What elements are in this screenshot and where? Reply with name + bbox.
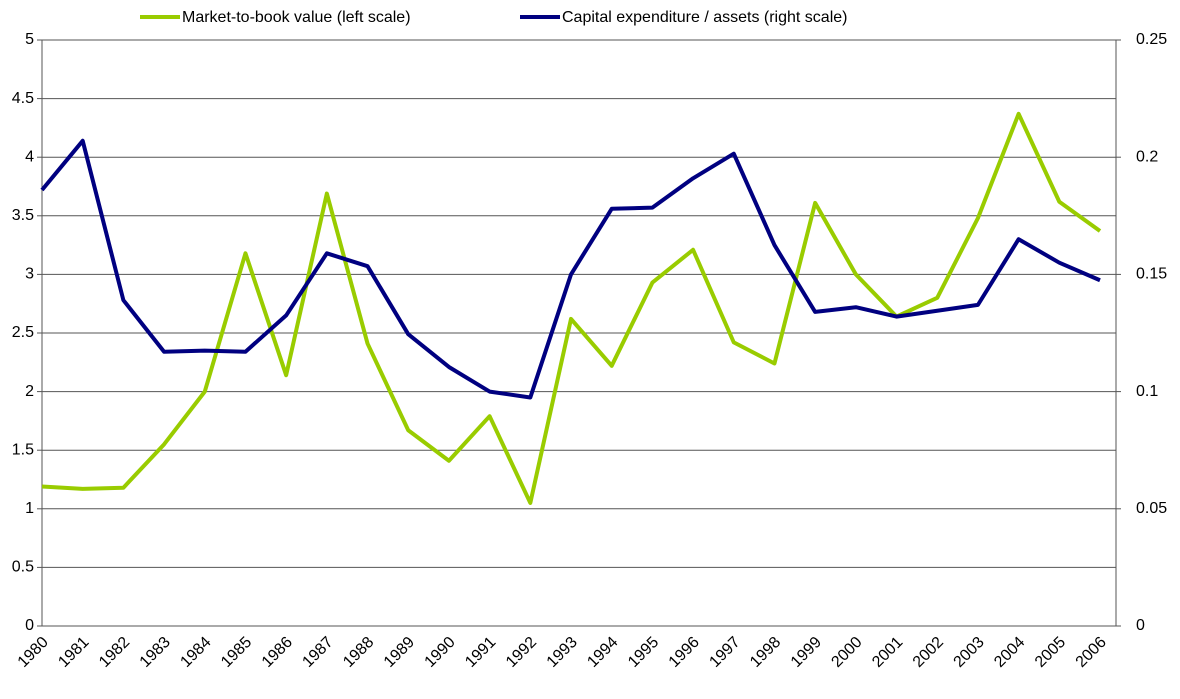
y-tick-label: 1.5 bbox=[12, 441, 34, 458]
y2-tick-label: 0.05 bbox=[1136, 500, 1167, 517]
x-tick-label: 1988 bbox=[340, 634, 377, 671]
x-tick-label: 1991 bbox=[462, 634, 499, 671]
x-tick-label: 1989 bbox=[381, 634, 418, 671]
x-tick-label: 1983 bbox=[137, 634, 174, 671]
x-tick-label: 2003 bbox=[951, 634, 988, 671]
x-tick-label: 1987 bbox=[299, 634, 336, 671]
x-tick-label: 2002 bbox=[910, 634, 947, 671]
y-tick-label: 1 bbox=[25, 500, 34, 517]
x-tick-label: 1997 bbox=[706, 634, 743, 671]
x-tick-label: 1986 bbox=[259, 634, 296, 671]
y-tick-label: 5 bbox=[25, 31, 34, 48]
x-tick-label: 2001 bbox=[869, 634, 906, 671]
x-tick-label: 1995 bbox=[625, 634, 662, 671]
x-tick-label: 1999 bbox=[788, 634, 825, 671]
x-tick-label: 1981 bbox=[55, 634, 92, 671]
x-tick-label: 1994 bbox=[584, 634, 621, 671]
x-tick-label: 1985 bbox=[218, 634, 255, 671]
x-tick-label: 1992 bbox=[503, 634, 540, 671]
x-tick-label: 2000 bbox=[828, 634, 865, 671]
x-tick-label: 2005 bbox=[1032, 634, 1069, 671]
y-tick-label: 2 bbox=[25, 383, 34, 400]
x-tick-label: 1980 bbox=[15, 634, 52, 671]
y-tick-label: 4.5 bbox=[12, 90, 34, 107]
y2-tick-label: 0 bbox=[1136, 617, 1145, 634]
x-tick-label: 1998 bbox=[747, 634, 784, 671]
series-line bbox=[41, 111, 1102, 505]
x-tick-label: 1993 bbox=[544, 634, 581, 671]
y-tick-label: 0.5 bbox=[12, 559, 34, 576]
legend-label: Capital expenditure / assets (right scal… bbox=[562, 9, 847, 26]
y-tick-label: 0 bbox=[25, 617, 34, 634]
y2-tick-label: 0.1 bbox=[1136, 383, 1158, 400]
y-tick-label: 3 bbox=[25, 266, 34, 283]
x-tick-label: 1996 bbox=[666, 634, 703, 671]
y-tick-label: 3.5 bbox=[12, 207, 34, 224]
x-tick-label: 1984 bbox=[177, 634, 214, 671]
x-tick-label: 1982 bbox=[96, 634, 133, 671]
series-line bbox=[40, 138, 1101, 400]
y2-tick-label: 0.25 bbox=[1136, 31, 1167, 48]
y-tick-label: 4 bbox=[25, 148, 34, 165]
y2-tick-label: 0.15 bbox=[1136, 266, 1167, 283]
legend-label: Market-to-book value (left scale) bbox=[182, 9, 411, 26]
y2-tick-label: 0.2 bbox=[1136, 148, 1158, 165]
x-tick-label: 2006 bbox=[1073, 634, 1110, 671]
x-tick-label: 1990 bbox=[422, 634, 459, 671]
x-tick-label: 2004 bbox=[991, 634, 1028, 671]
y-tick-label: 2.5 bbox=[12, 324, 34, 341]
